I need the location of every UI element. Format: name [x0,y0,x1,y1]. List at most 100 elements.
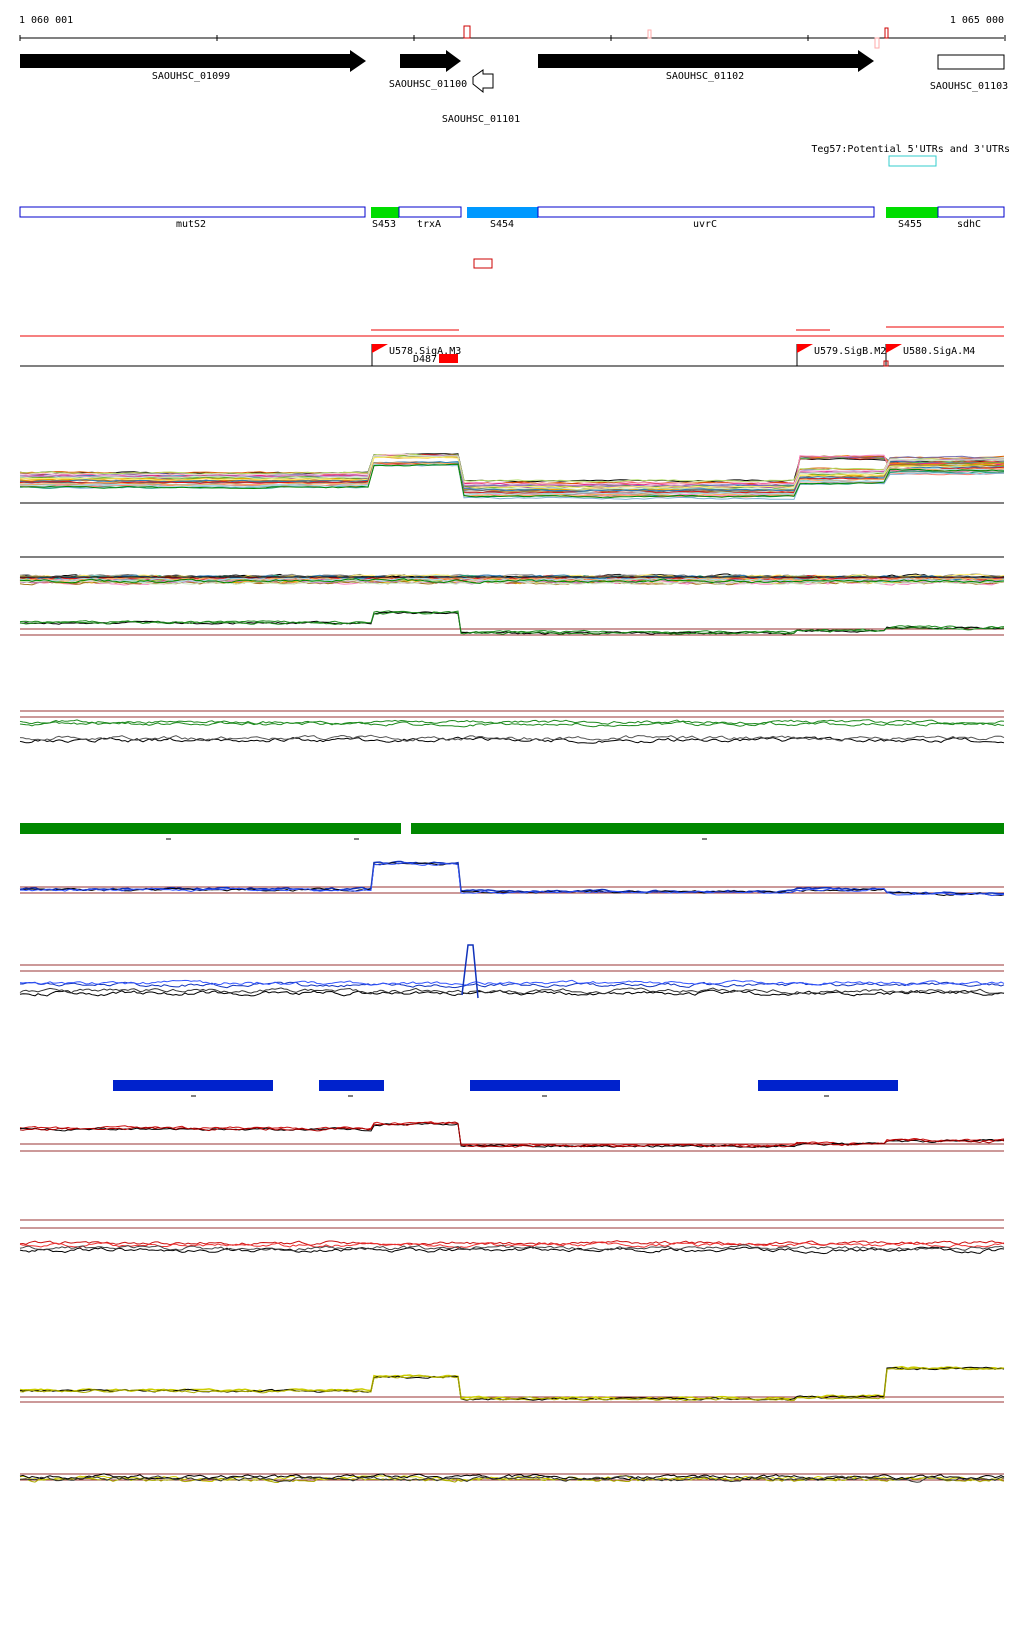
ruler-marker [463,25,471,39]
utr-track-label: Teg57:Potential 5'UTRs and 3'UTRs [811,144,1010,155]
gene-saouhsc-01101[interactable]: SAOUHSC_01101 [442,69,520,125]
promoter-flag[interactable] [886,344,902,353]
promoter-label: U580.SigA.M4 [903,346,975,357]
ruler-start-label: 1 060 001 [19,15,73,26]
signal-line [19,1246,1005,1255]
segment-label: S454 [490,219,514,230]
green-region-bar[interactable] [20,823,401,834]
signal-line [19,610,1005,634]
utr-track: Teg57:Potential 5'UTRs and 3'UTRs [811,144,1010,167]
ruler-marker [884,27,889,39]
green-expression-track [19,610,1005,636]
multi-condition-expression-track [19,453,1005,504]
gene-saouhsc-01102[interactable]: SAOUHSC_01102 [538,50,874,82]
signal-line [19,463,1005,499]
promoter-U578[interactable]: U578.SigA.M3 [371,344,461,366]
small-feature-D487[interactable]: D487 [413,354,458,365]
ruler-marker [874,37,880,49]
segment-trxA[interactable] [398,206,462,218]
gene-label: SAOUHSC_01103 [930,81,1008,92]
segment-sdhC[interactable] [937,206,1005,218]
segment-label: S455 [898,219,922,230]
signal-line [19,454,1005,491]
signal-line [19,1367,1005,1402]
segment-S454[interactable] [467,207,538,218]
segment-label: S453 [372,219,396,230]
gene-label: SAOUHSC_01099 [152,71,230,82]
promoter-flag[interactable] [797,344,813,353]
gene-arrow[interactable] [937,54,1005,70]
gene-label: SAOUHSC_01102 [666,71,744,82]
utr-feature[interactable] [888,155,937,167]
signal-line [19,578,1005,584]
segment-S455[interactable] [886,207,938,218]
signal-line [19,1244,1005,1252]
promoter-label: U579.SigB.M2 [814,346,886,357]
signal-line [19,719,1005,726]
blue-expression-track [19,944,1005,999]
promoter-U580[interactable]: U580.SigA.M4 [883,344,975,367]
segment-uvrC[interactable] [537,206,875,218]
signal-line [19,989,1005,997]
gene-arrow[interactable] [472,69,494,94]
signal-line [19,1475,1005,1483]
signal-line [19,1121,1005,1148]
red-expression-track [19,1121,1005,1152]
promoter-flag[interactable] [372,344,388,353]
signal-line [19,1240,1005,1246]
signal-line [19,1365,1005,1401]
signal-line [19,987,1005,995]
segment-label: uvrC [693,219,717,230]
blue-region-bar[interactable] [470,1080,620,1091]
ruler-marker [647,29,652,39]
gene-label: SAOUHSC_01100 [389,79,467,90]
blue-expression-track [19,860,1005,897]
signal-line [19,463,1005,496]
signal-line [19,736,1005,744]
blue-region-bar[interactable] [758,1080,898,1091]
gene-saouhsc-01103[interactable]: SAOUHSC_01103 [930,54,1008,92]
signal-line [19,462,1005,494]
promoter-marker [883,360,889,367]
segment-mutS2[interactable] [19,206,366,218]
gene-saouhsc-01099[interactable]: SAOUHSC_01099 [20,50,366,82]
signal-line [19,455,1005,489]
multi-condition-expression-track [19,556,1005,586]
signal-line [19,734,1005,742]
segment-S453[interactable] [371,207,399,218]
blue-bar-track [113,1080,898,1097]
yellow-expression-track [19,1473,1005,1484]
small-feature-bar[interactable] [439,354,458,363]
gene-arrow[interactable] [20,50,366,72]
gene-arrow[interactable] [538,50,874,72]
signal-line [19,453,1005,483]
promoter-U579[interactable]: U579.SigB.M2 [796,344,886,366]
small-feature-box[interactable] [473,258,493,269]
promoter-label: U578.SigA.M3 [389,346,461,357]
yellow-expression-track [19,1365,1005,1403]
ruler-ticks [19,35,1006,41]
blue-region-bar[interactable] [113,1080,273,1091]
red-expression-track [19,1219,1005,1255]
signal-line [19,1241,1005,1249]
signal-spike [461,944,479,999]
signal-line [19,979,1005,986]
segment-label: mutS2 [176,219,206,230]
signal-line [19,1121,1005,1148]
signal-line [19,862,1005,897]
segment-label: sdhC [957,219,981,230]
green-expression-track [19,710,1005,744]
promoter-track: U578.SigA.M3 D487 U579.SigB.M2 U580.SigA… [20,326,1004,367]
gene-saouhsc-01100[interactable]: SAOUHSC_01100 [389,50,467,90]
signal-line [19,720,1005,728]
segment-label: trxA [417,219,441,230]
gene-arrow[interactable] [400,50,461,72]
blue-region-bar[interactable] [319,1080,384,1091]
green-region-bar[interactable] [411,823,1004,834]
signal-line [19,453,1004,486]
signal-line [19,610,1005,635]
gene-track: SAOUHSC_01099 SAOUHSC_01100 SAOUHSC_0110… [20,50,1008,125]
coordinate-ruler: 1 060 001 1 065 000 [19,15,1006,49]
segment-track: mutS2 S453 trxA S454 uvrC S455 sdhC [19,206,1005,269]
